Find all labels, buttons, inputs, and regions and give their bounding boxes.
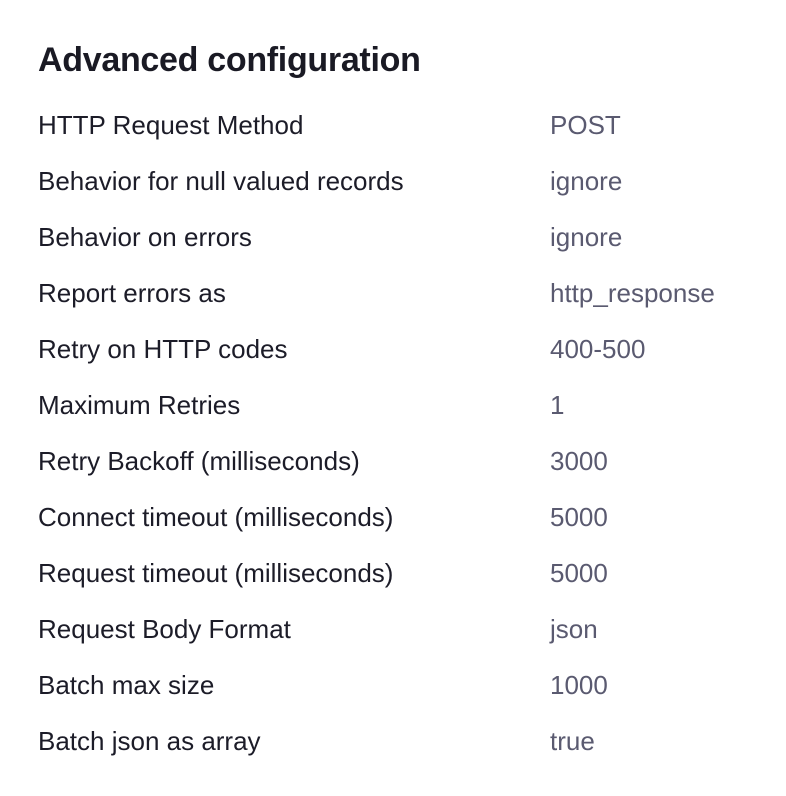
config-value: POST <box>550 110 621 140</box>
config-row: Retry Backoff (milliseconds) 3000 <box>38 433 758 489</box>
config-value: 1 <box>550 390 565 420</box>
config-row: Behavior for null valued records ignore <box>38 153 758 209</box>
config-row: Request Body Format json <box>38 601 758 657</box>
config-label: Retry Backoff (milliseconds) <box>38 446 360 476</box>
config-row: Maximum Retries 1 <box>38 377 758 433</box>
config-label: Connect timeout (milliseconds) <box>38 502 394 532</box>
config-row: Connect timeout (milliseconds) 5000 <box>38 489 758 545</box>
config-label: Request Body Format <box>38 614 291 644</box>
config-value: true <box>550 726 595 756</box>
config-label: Retry on HTTP codes <box>38 334 288 364</box>
config-value: ignore <box>550 222 623 252</box>
config-row: HTTP Request Method POST <box>38 97 758 153</box>
config-label: Batch json as array <box>38 726 261 756</box>
section-title: Advanced configuration <box>38 41 421 79</box>
config-row: Batch json as array true <box>38 713 758 769</box>
config-label: Maximum Retries <box>38 390 241 420</box>
config-row: Report errors as http_response <box>38 265 758 321</box>
config-label: Report errors as <box>38 278 226 308</box>
config-label: Behavior for null valued records <box>38 166 404 196</box>
config-row: Retry on HTTP codes 400-500 <box>38 321 758 377</box>
config-value: http_response <box>550 278 715 308</box>
config-label: HTTP Request Method <box>38 110 304 140</box>
config-value: ignore <box>550 166 623 196</box>
config-row: Behavior on errors ignore <box>38 209 758 265</box>
config-row: Batch max size 1000 <box>38 657 758 713</box>
config-label: Batch max size <box>38 670 215 700</box>
config-value: 3000 <box>550 446 608 476</box>
config-value: json <box>550 614 598 644</box>
config-value: 1000 <box>550 670 608 700</box>
config-label: Behavior on errors <box>38 222 252 252</box>
config-value: 5000 <box>550 502 608 532</box>
config-label: Request timeout (milliseconds) <box>38 558 394 588</box>
config-value: 400-500 <box>550 334 646 364</box>
config-value: 5000 <box>550 558 608 588</box>
config-list: HTTP Request Method POST Behavior for null… <box>38 97 758 769</box>
config-row: Request timeout (milliseconds) 5000 <box>38 545 758 601</box>
